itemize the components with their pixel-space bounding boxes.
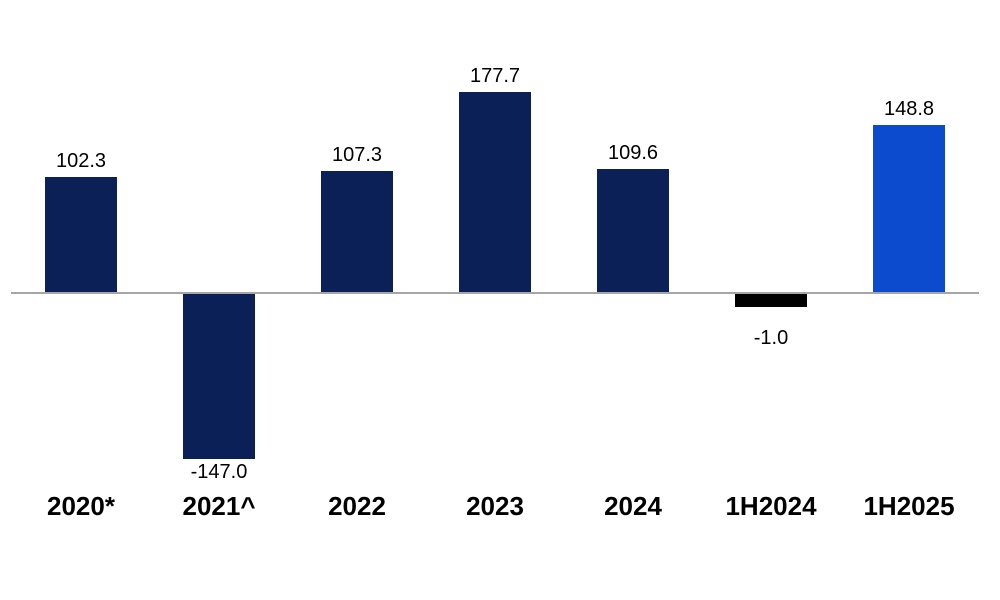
- category-label: 2020*: [47, 491, 115, 521]
- bar-2021: [183, 294, 255, 460]
- category-label: 2024: [604, 491, 662, 521]
- zero-axis-line: [11, 292, 979, 294]
- bar-1h2024: [735, 294, 807, 307]
- value-label: 107.3: [331, 144, 383, 167]
- bar-2022: [321, 171, 393, 292]
- value-label: -1.0: [753, 327, 789, 349]
- category-label: 2023: [466, 491, 524, 521]
- category-label: 2021^: [182, 491, 256, 521]
- category-label: 1H2025: [863, 491, 955, 521]
- value-label: 102.3: [55, 149, 107, 172]
- bar-2023: [459, 92, 531, 292]
- category-label: 1H2024: [725, 491, 817, 521]
- value-label: 148.8: [883, 97, 935, 120]
- bar-1h2025: [873, 124, 945, 292]
- category-label: 2022: [328, 491, 386, 521]
- value-label: -147.0: [190, 461, 248, 484]
- bar-2024: [597, 168, 669, 292]
- value-label: 177.7: [469, 65, 521, 88]
- value-label: 109.6: [607, 141, 659, 164]
- bar-2020: [45, 176, 117, 292]
